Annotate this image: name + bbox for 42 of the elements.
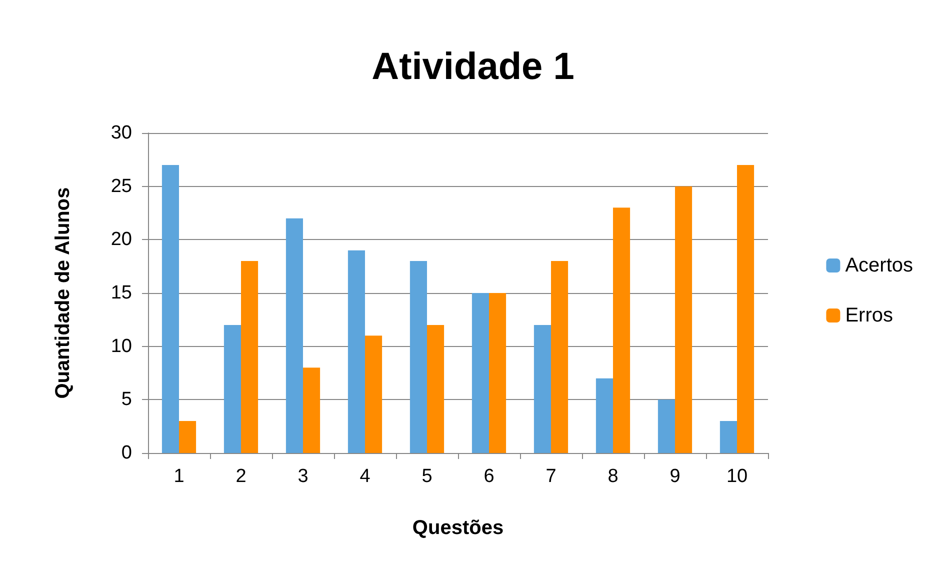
y-tick-label: 5	[121, 389, 132, 410]
x-tick-label: 10	[726, 466, 748, 487]
bar	[410, 261, 427, 453]
bar	[224, 325, 241, 453]
y-tick-label: 30	[110, 122, 132, 144]
bar	[658, 400, 675, 453]
bar	[241, 261, 258, 453]
bar	[472, 293, 489, 453]
y-tick-label: 15	[110, 282, 132, 304]
y-tick-label: 20	[110, 229, 132, 250]
legend-label: Acertos	[845, 254, 914, 276]
bar	[179, 421, 196, 453]
bar	[162, 165, 179, 453]
bar	[613, 208, 630, 453]
x-tick-label: 6	[484, 466, 494, 487]
y-tick-label: 10	[110, 336, 132, 357]
y-tick-label: 25	[110, 176, 132, 197]
chart-title: Atividade 1	[372, 46, 574, 88]
y-axis-title: Quantidade de Alunos	[52, 187, 74, 399]
x-axis-title: Questões	[412, 517, 504, 539]
legend-label: Erros	[845, 304, 893, 326]
bar	[534, 325, 551, 453]
x-tick-label: 4	[360, 466, 371, 487]
bar	[675, 186, 692, 453]
x-tick-label: 9	[670, 466, 680, 487]
x-tick-label: 3	[298, 466, 308, 487]
bar	[303, 368, 320, 453]
x-tick-label: 8	[608, 466, 618, 487]
bar	[427, 325, 444, 453]
bar	[348, 250, 365, 453]
x-tick-label: 5	[422, 466, 432, 487]
bar	[596, 378, 613, 453]
x-tick-label: 7	[546, 466, 556, 487]
bar	[286, 218, 303, 453]
bar	[737, 165, 754, 453]
bar	[365, 336, 382, 453]
y-tick-label: 0	[121, 442, 132, 464]
bar	[551, 261, 568, 453]
x-tick-label: 2	[236, 466, 246, 487]
x-tick-label: 1	[174, 466, 184, 487]
bar	[489, 293, 506, 453]
bar	[720, 421, 737, 453]
